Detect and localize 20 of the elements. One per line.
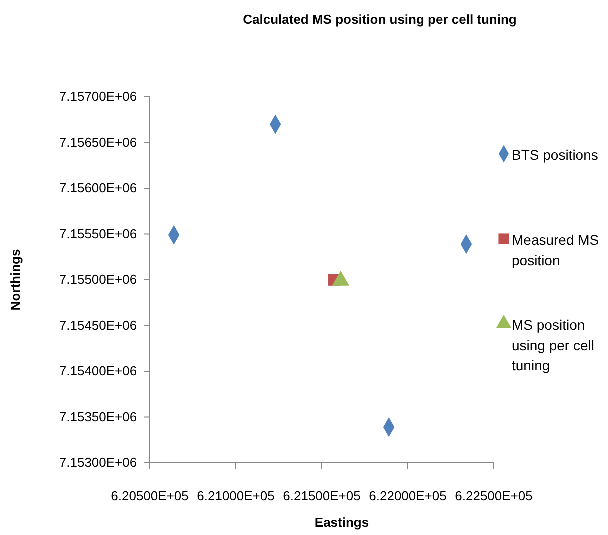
legend-label: MS position using per cell tuning [512, 317, 594, 374]
y-tick-label: 7.15450E+06 [59, 318, 138, 333]
legend-label: BTS positions [512, 147, 598, 163]
x-tick-label: 6.20500E+05 [111, 488, 189, 504]
y-axis-title: Northings [8, 249, 23, 311]
y-tick-label: 7.15550E+06 [59, 226, 138, 242]
chart-title: Calculated MS position using per cell tuning [243, 12, 517, 27]
y-tick-label: 7.15350E+06 [59, 409, 138, 424]
legend-label: Measured MS position [512, 232, 600, 268]
x-tick-label: 6.21000E+05 [197, 488, 275, 504]
x-tick-label: 6.21500E+05 [283, 488, 361, 504]
y-tick-label: 7.15400E+06 [59, 364, 138, 379]
y-tick-label: 7.15300E+06 [59, 455, 138, 470]
y-tick-label: 7.15700E+06 [59, 89, 138, 104]
x-tick-label: 6.22500E+05 [455, 488, 533, 504]
y-tick-label: 7.15600E+06 [59, 180, 138, 196]
y-tick-label: 7.15650E+06 [59, 134, 138, 150]
x-tick-label: 6.22000E+05 [369, 488, 447, 504]
x-axis-title: Eastings [314, 515, 370, 530]
y-tick-label: 7.15500E+06 [59, 272, 138, 288]
